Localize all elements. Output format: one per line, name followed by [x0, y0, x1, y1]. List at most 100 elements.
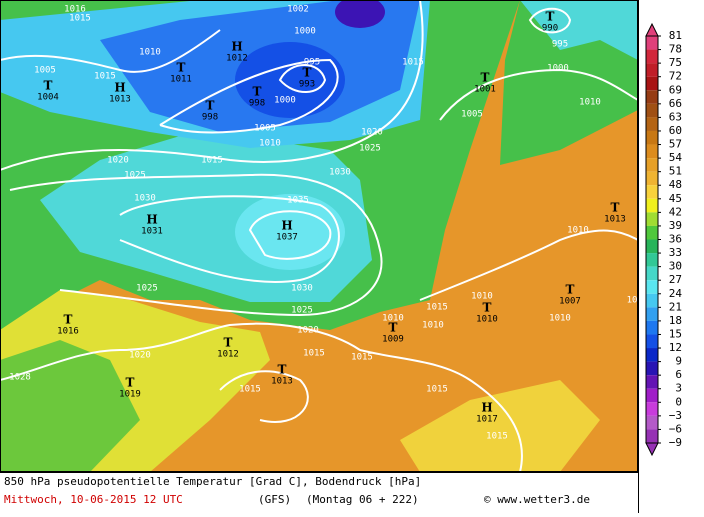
isobar — [9, 173, 383, 317]
system-pressure: 998 — [202, 113, 218, 123]
system-letter: T — [64, 313, 73, 327]
isobar-label: 1000 — [547, 64, 569, 74]
isobar-label: 1010 — [139, 48, 161, 58]
system-letter: H — [281, 219, 292, 233]
colorbar-label: 39 — [669, 219, 682, 232]
colorbar-swatch — [646, 375, 658, 389]
system-pressure: 1001 — [474, 85, 496, 95]
system-letter: H — [231, 40, 242, 54]
isobar-label: 1015 — [94, 72, 116, 82]
isobar — [119, 195, 340, 283]
isobar-label: 1020 — [107, 156, 129, 166]
system-letter: T — [566, 283, 575, 297]
colorbar-label: 75 — [669, 56, 682, 69]
isobar-label: 1010 — [579, 98, 601, 108]
colorbar-label: 18 — [669, 314, 682, 327]
isobar-label: 1025 — [136, 284, 158, 294]
colorbar-label: 30 — [669, 260, 682, 273]
colorbar-swatch — [646, 63, 658, 77]
footer-credit: © www.wetter3.de — [484, 493, 590, 506]
isobar-label: 1035 — [287, 196, 309, 206]
colorbar-swatch — [646, 361, 658, 376]
isobar-label: 1020 — [129, 351, 151, 361]
system-letter: T — [389, 321, 398, 335]
colorbar-swatch — [646, 225, 658, 240]
isobar-label: 1005 — [254, 124, 276, 134]
colorbar-label: 60 — [669, 124, 682, 137]
colorbar-label: 72 — [669, 70, 682, 83]
isobar-label: 1016 — [64, 5, 86, 15]
system-pressure: 1009 — [382, 335, 404, 345]
system-pressure: 1011 — [170, 75, 192, 85]
isobar-label: 1015 — [239, 385, 261, 395]
footer-run: (Montag 06 + 222) — [306, 493, 419, 506]
system-pressure: 1013 — [109, 95, 131, 105]
system-letter: T — [206, 99, 215, 113]
field-green-sw — [0, 340, 140, 472]
footer-date: Mittwoch, 10-06-2015 12 UTC — [4, 493, 183, 506]
colorbar-swatch — [646, 429, 658, 443]
colorbar-swatch — [646, 212, 658, 226]
isobar-label: 1015 — [426, 303, 448, 313]
colorbar-label: 24 — [669, 287, 683, 300]
system-pressure: 1012 — [217, 350, 239, 360]
system-pressure: 1037 — [276, 233, 298, 243]
system-letter: H — [481, 401, 492, 415]
isobar-label: 10 — [627, 296, 638, 306]
isobar-label: 1000 — [294, 27, 316, 37]
system-pressure: 1012 — [226, 54, 248, 64]
colorbar-swatch — [646, 348, 658, 362]
system-letter: T — [44, 79, 53, 93]
colorbar-swatch — [646, 117, 658, 131]
isobar — [528, 7, 572, 34]
isobar — [248, 210, 332, 260]
colorbar-swatch — [646, 144, 658, 159]
field-yellow-se — [400, 380, 600, 472]
colorbar-label: 6 — [675, 368, 682, 381]
system-pressure: 1019 — [119, 390, 141, 400]
system-letter: T — [483, 301, 492, 315]
colorbar-label: 78 — [669, 43, 682, 56]
map-area — [0, 0, 639, 473]
system-pressure: 1031 — [141, 227, 163, 237]
colorbar-swatch — [646, 266, 658, 281]
isobar-label: 1030 — [134, 194, 156, 204]
system-letter: T — [177, 61, 186, 75]
colorbar-label: 63 — [669, 110, 682, 123]
isobar-label: 995 — [552, 40, 568, 50]
colorbar-swatch — [646, 36, 658, 50]
isobar — [159, 58, 339, 134]
colorbar-label: 9 — [675, 355, 682, 368]
isobar-label: 1015 — [486, 432, 508, 442]
colorbar-swatch — [646, 293, 658, 308]
isobars — [0, 0, 639, 473]
colorbar-swatch — [646, 198, 658, 213]
system-pressure: 1013 — [604, 215, 626, 225]
system-letter: T — [126, 376, 135, 390]
isobar-label: 1005 — [34, 66, 56, 76]
isobar-label: 1010 — [422, 321, 444, 331]
system-letter: T — [303, 66, 312, 80]
map-frame — [0, 0, 638, 472]
footer-model: (GFS) — [258, 493, 291, 506]
system-letter: T — [481, 71, 490, 85]
colorbar-label: 27 — [669, 273, 682, 286]
colorbar-swatch — [646, 388, 658, 403]
isobar-label: 1015 — [402, 58, 424, 68]
colorbar-label: 21 — [669, 300, 682, 313]
isobar-label: 1015 — [426, 385, 448, 395]
field-purple — [335, 0, 385, 28]
system-pressure: 1017 — [476, 415, 498, 425]
colorbar-swatch — [646, 415, 658, 430]
isobar-label: 1010 — [549, 314, 571, 324]
colorbar-label: −6 — [669, 422, 682, 435]
isobar-label: 1010 — [259, 139, 281, 149]
field-cyan-ne — [520, 0, 638, 60]
isobar-label: 1015 — [201, 156, 223, 166]
footer-title: 850 hPa pseudopotentielle Temperatur [Gr… — [4, 475, 421, 488]
colorbar-swatch — [646, 253, 658, 267]
isobar-label: 1010 — [567, 226, 589, 236]
system-letter: H — [146, 213, 157, 227]
